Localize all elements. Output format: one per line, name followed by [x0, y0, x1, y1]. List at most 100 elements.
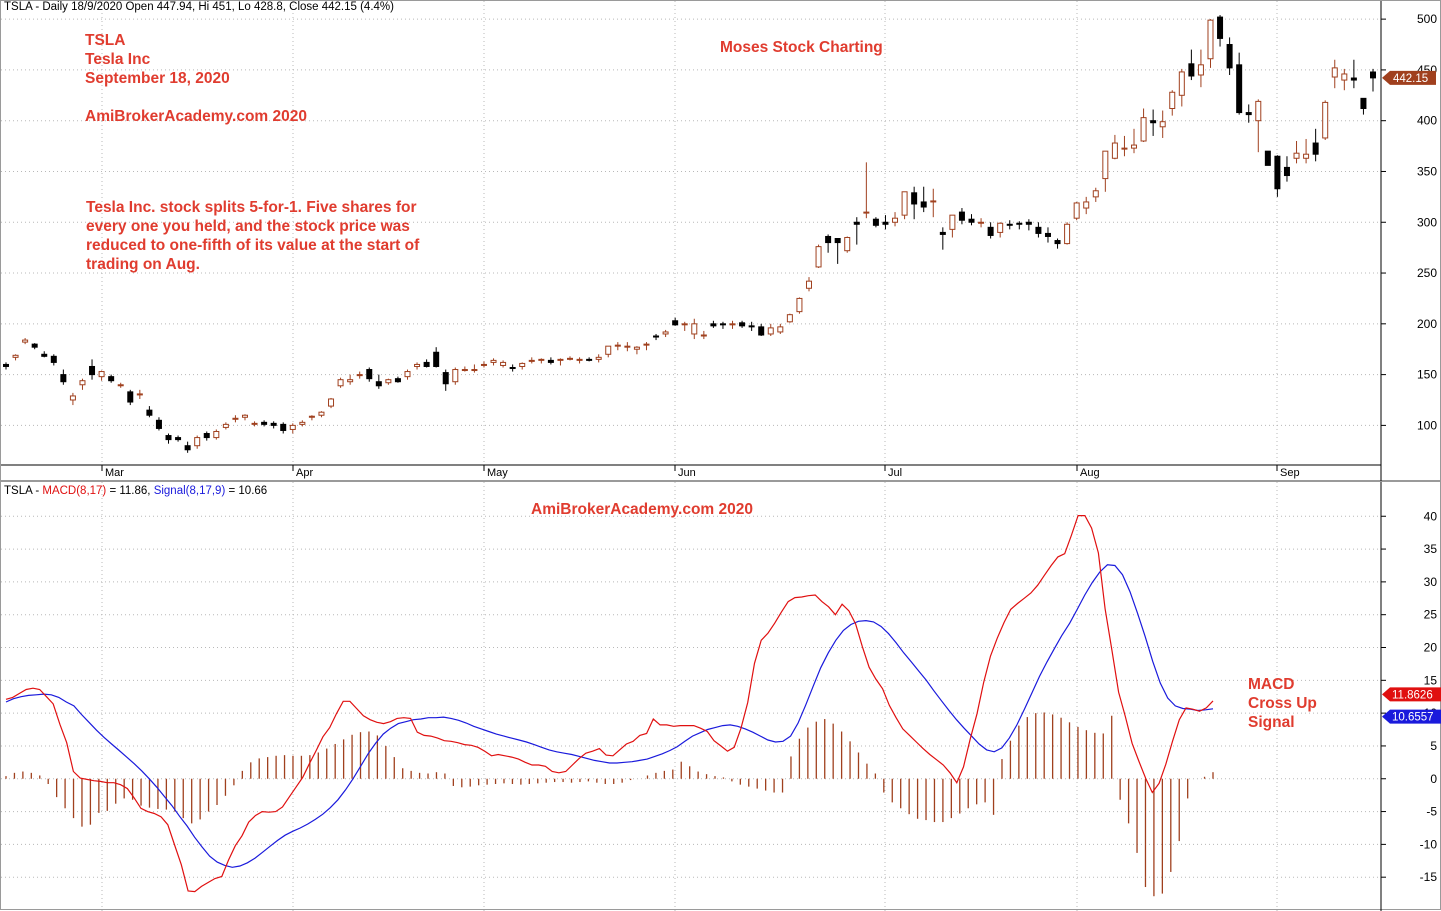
macd-y-tick-label: 15 — [1424, 673, 1438, 687]
candle-body — [710, 323, 717, 327]
candle — [289, 423, 296, 434]
candle — [500, 360, 507, 368]
candle-body — [1245, 112, 1252, 116]
candle — [347, 374, 354, 385]
candle — [241, 414, 248, 421]
candle — [299, 420, 306, 427]
candle — [1159, 110, 1166, 138]
candle-body — [356, 374, 363, 377]
candle-body — [1264, 150, 1271, 166]
candle-body — [1255, 100, 1262, 122]
candle — [328, 397, 335, 409]
candle — [79, 378, 86, 390]
candle-body — [452, 369, 459, 383]
candle-body — [901, 191, 908, 216]
candle — [739, 320, 746, 328]
candle — [930, 188, 937, 218]
candle-body — [949, 214, 956, 230]
candle-body — [653, 335, 660, 338]
candle-body — [117, 384, 124, 387]
candle-body — [1083, 201, 1090, 209]
candle — [1331, 59, 1338, 89]
candle-body — [1312, 142, 1319, 155]
month-label-apr: Apr — [296, 467, 313, 479]
candle-body — [299, 421, 306, 425]
candle — [213, 429, 220, 440]
candle-body — [1073, 202, 1080, 219]
candle-body — [1207, 19, 1214, 60]
candle-body — [1226, 44, 1233, 69]
candle — [1150, 109, 1157, 136]
candle — [882, 215, 889, 230]
candle — [805, 277, 812, 292]
last-price-tag-bg — [1382, 70, 1436, 85]
candle-body — [31, 343, 38, 348]
macd-y-tick-label: 20 — [1424, 641, 1438, 655]
price-y-tick-label: 350 — [1417, 164, 1437, 178]
price-y-tick-label: 400 — [1417, 114, 1437, 128]
candle-body — [500, 361, 507, 366]
candle — [394, 376, 401, 383]
candle-body — [805, 280, 812, 289]
candle-body — [1150, 120, 1157, 124]
candle-body — [385, 379, 392, 384]
candle — [920, 186, 927, 213]
candle-body — [1102, 150, 1109, 180]
candle — [834, 238, 841, 264]
candle-body — [347, 379, 354, 383]
candle — [1035, 222, 1042, 238]
candle — [1341, 68, 1348, 91]
candle — [853, 217, 860, 245]
candle-body — [930, 200, 937, 203]
candle — [433, 347, 440, 368]
candle-body — [12, 354, 19, 358]
candle-body — [414, 363, 421, 367]
candle — [1083, 196, 1090, 215]
candle — [892, 212, 899, 227]
candle — [337, 377, 344, 388]
candle — [22, 338, 29, 345]
brand-label: Moses Stock Charting — [720, 39, 883, 56]
candle-body — [872, 218, 879, 226]
candle — [480, 361, 487, 368]
ticker-note: TSLA Tesla Inc September 18, 2020 — [85, 32, 230, 87]
candle — [1293, 141, 1300, 164]
month-label-may: May — [487, 467, 508, 479]
candle — [1054, 238, 1061, 249]
price-y-tick-label: 500 — [1417, 12, 1437, 26]
candle — [1169, 90, 1176, 116]
candle — [863, 162, 870, 219]
signal-last-value-tag-label: 10.6557 — [1392, 712, 1434, 724]
candle-body — [672, 320, 679, 326]
candle — [1226, 37, 1233, 75]
candle — [624, 342, 631, 352]
candle — [681, 321, 688, 331]
candle-body — [1121, 147, 1128, 150]
candle-body — [1360, 97, 1367, 110]
candle — [700, 330, 707, 340]
candle — [987, 222, 994, 239]
candle — [1217, 15, 1224, 47]
candle — [1370, 68, 1376, 92]
macd-y-tick-label: 35 — [1424, 542, 1438, 556]
macd-header-macd-label: MACD(8,17) — [42, 485, 107, 497]
candle — [1064, 222, 1071, 245]
candle-body — [624, 345, 631, 348]
candle-body — [567, 357, 574, 360]
candle — [136, 389, 143, 399]
candle-body — [1178, 71, 1185, 96]
candle — [576, 357, 583, 364]
candle — [414, 362, 421, 370]
candle-body — [22, 339, 29, 343]
candle-body — [461, 369, 468, 372]
candle — [710, 320, 717, 328]
macd-last-value-tag-label: 11.8626 — [1392, 689, 1433, 701]
candle-body — [987, 226, 994, 236]
month-label-sep: Sep — [1280, 467, 1300, 479]
candle-body — [691, 323, 698, 335]
candle — [471, 364, 478, 373]
candle — [691, 318, 698, 340]
candle-body — [98, 371, 105, 378]
